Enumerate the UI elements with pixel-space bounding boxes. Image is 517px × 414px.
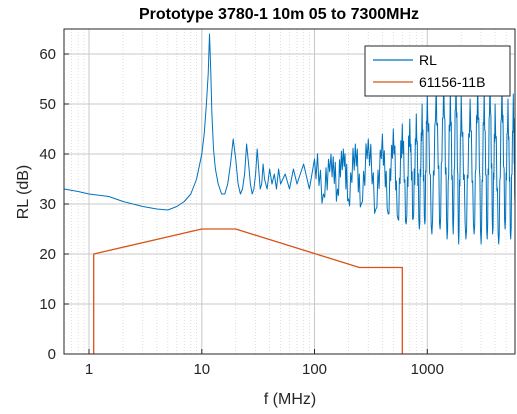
legend-label-61156-11b: 61156-11B xyxy=(419,74,485,90)
y-tick-label: 60 xyxy=(39,46,56,63)
y-tick-label: 50 xyxy=(39,96,56,113)
legend-box xyxy=(364,45,511,97)
series-line-rl xyxy=(63,33,516,245)
chart-title: Prototype 3780-1 10m 05 to 7300MHz xyxy=(139,6,419,23)
legend: RL 61156-11B xyxy=(364,45,511,97)
x-tick-label: 10 xyxy=(193,361,210,378)
y-tick-label: 0 xyxy=(48,346,56,363)
y-tick-label: 30 xyxy=(39,196,56,213)
x-tick-label: 1 xyxy=(85,361,93,378)
x-tick-label: 1000 xyxy=(411,361,444,378)
grid xyxy=(63,29,515,355)
x-axis-label: f (MHz) xyxy=(264,391,316,408)
y-axis-label: RL (dB) xyxy=(15,165,32,220)
y-tick-label: 10 xyxy=(39,296,56,313)
x-tick-label: 100 xyxy=(302,361,327,378)
y-tick-label: 20 xyxy=(39,246,56,263)
axis-ticks: 1 10 100 1000 0 10 20 30 40 50 60 xyxy=(39,46,444,378)
y-tick-label: 40 xyxy=(39,146,56,163)
plot-frame xyxy=(63,28,516,355)
legend-label-rl: RL xyxy=(419,52,437,68)
series-layer xyxy=(63,33,516,354)
series-line-61156-11b xyxy=(93,228,403,354)
